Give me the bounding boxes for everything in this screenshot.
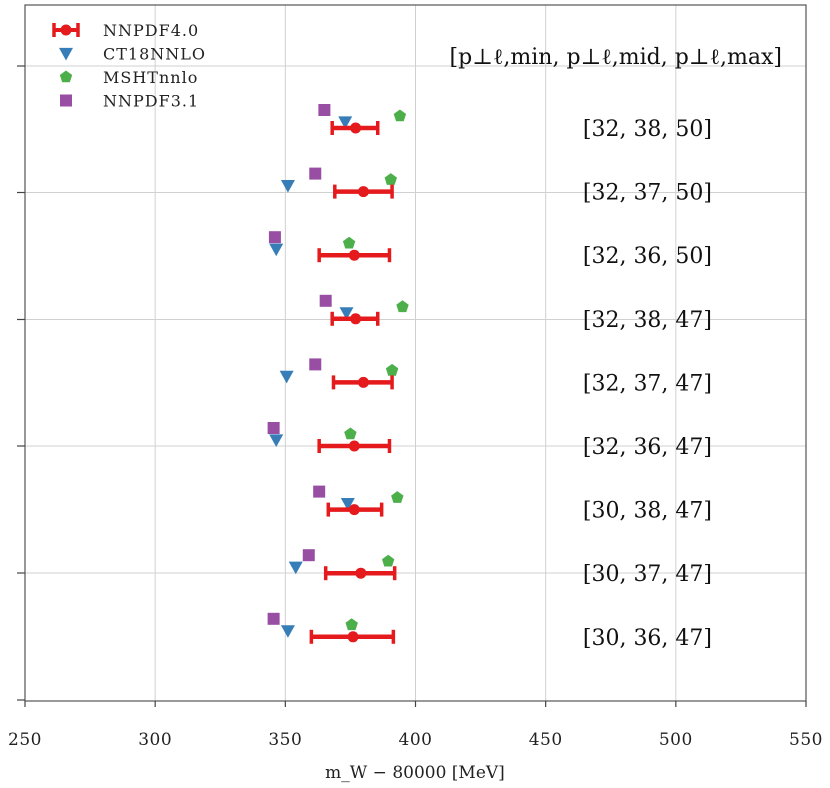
data-point	[357, 186, 369, 198]
legend-label: NNPDF3.1	[103, 92, 199, 111]
data-point	[340, 498, 355, 511]
row-label: [32, 37, 50]	[583, 181, 712, 206]
data-point	[345, 618, 358, 631]
row-label: [32, 36, 47]	[583, 435, 712, 460]
x-tick-label: 400	[399, 730, 433, 750]
row-label: [32, 38, 47]	[583, 308, 712, 333]
x-tick-label: 550	[789, 730, 823, 750]
data-point	[280, 625, 295, 638]
x-axis-title: m_W − 80000 [MeV]	[325, 763, 505, 783]
x-tick-label: 350	[268, 730, 302, 750]
data-point	[396, 300, 409, 313]
data-point	[309, 358, 322, 371]
y-axis-ticks	[17, 65, 25, 701]
legend-marker	[60, 24, 72, 36]
data-point	[267, 422, 280, 434]
data-series	[267, 104, 409, 644]
data-point	[348, 440, 360, 452]
data-point	[385, 363, 399, 376]
x-tick-label: 450	[529, 730, 563, 750]
data-point	[350, 313, 362, 325]
data-point	[347, 631, 359, 643]
row-labels: [32, 38, 50] [32, 37, 50] [32, 36, 50] [32,…	[583, 117, 712, 651]
data-point	[350, 122, 362, 134]
series-nnpdf4-0	[309, 121, 397, 644]
data-point	[280, 180, 295, 193]
data-point	[342, 236, 356, 249]
data-point	[382, 554, 395, 567]
legend-label: CT18NNLO	[103, 45, 206, 64]
row-label: [30, 36, 47]	[583, 626, 712, 651]
legend-label: MSHTnnlo	[103, 68, 198, 87]
column-header: [p⊥ℓ,min, p⊥ℓ,mid, p⊥ℓ,max]	[450, 45, 782, 70]
legend-marker	[59, 47, 73, 61]
data-point	[267, 612, 280, 625]
data-point	[269, 243, 284, 257]
data-point	[338, 116, 353, 129]
row-label: [30, 37, 47]	[583, 562, 712, 587]
data-point	[348, 249, 360, 261]
series-mshtnnlo	[342, 109, 409, 631]
data-point	[279, 370, 294, 384]
row-label: [32, 36, 50]	[583, 244, 712, 269]
legend-label: NNPDF4.0	[103, 21, 199, 40]
data-point	[344, 427, 357, 440]
data-point	[355, 567, 367, 579]
data-point	[309, 167, 322, 180]
data-point	[348, 504, 360, 516]
x-tick-label: 250	[8, 730, 42, 750]
data-point	[268, 231, 281, 244]
data-point	[391, 491, 404, 503]
data-point	[384, 173, 397, 185]
data-point	[357, 376, 369, 388]
x-tick-label: 500	[659, 730, 693, 750]
data-point	[319, 294, 332, 307]
series-nnpdf3-1	[267, 104, 332, 625]
x-tick-label: 300	[138, 730, 172, 750]
data-point	[313, 485, 326, 498]
x-axis: 250 300 350 400 450 500 550	[8, 701, 823, 750]
legend: NNPDF4.0 CT18NNLO MSHTnnlo NNPDF3.1	[52, 21, 206, 111]
data-point	[318, 104, 331, 116]
row-label: [30, 38, 47]	[583, 499, 712, 524]
data-point	[288, 561, 303, 575]
data-point	[339, 307, 354, 320]
row-label: [32, 37, 47]	[583, 371, 712, 396]
data-point	[393, 109, 407, 122]
grid	[25, 5, 806, 701]
legend-marker	[59, 70, 73, 83]
series-ct18nnlo	[269, 116, 355, 638]
row-label: [32, 38, 50]	[583, 117, 712, 142]
data-point	[269, 434, 284, 447]
legend-marker	[60, 94, 72, 107]
data-point	[302, 549, 315, 562]
